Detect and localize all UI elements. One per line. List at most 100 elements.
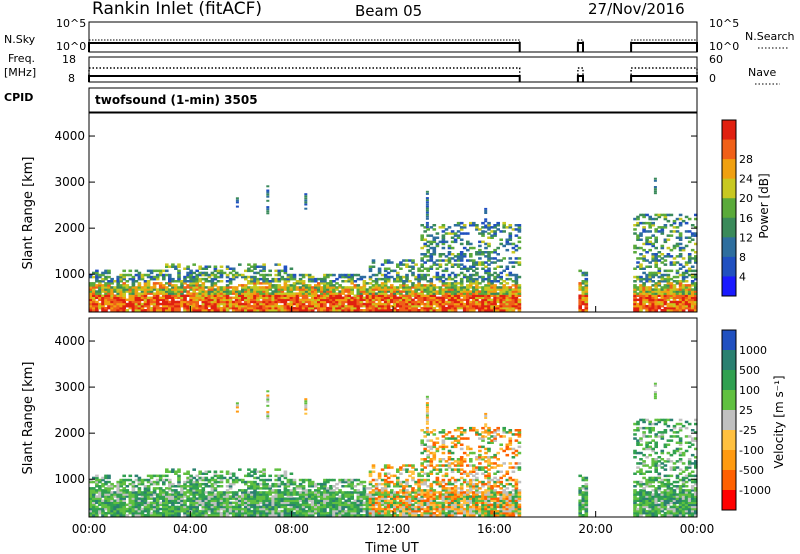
vel-cell xyxy=(152,480,157,484)
power-cell xyxy=(487,255,491,258)
power-cell xyxy=(104,296,108,300)
power-cell xyxy=(274,277,278,281)
vel-cell xyxy=(174,491,178,494)
power-cell xyxy=(113,306,117,310)
power-cell xyxy=(341,275,345,279)
power-cell xyxy=(183,306,187,310)
power-cell xyxy=(92,284,96,287)
vel-cell xyxy=(213,482,218,486)
power-cell xyxy=(95,300,99,304)
vel-cell xyxy=(338,495,342,498)
power-cell xyxy=(155,288,160,291)
vel-cell xyxy=(265,507,269,511)
vel-cell xyxy=(383,514,388,517)
power-cell xyxy=(119,306,123,310)
vel-cell xyxy=(110,485,114,488)
vel-cell xyxy=(329,505,333,509)
power-cell xyxy=(411,292,415,295)
power-cell xyxy=(462,273,467,277)
vel-cell xyxy=(301,478,306,482)
vel-cell xyxy=(189,511,193,515)
power-cell xyxy=(347,280,351,283)
noise-right-label: N.Search xyxy=(745,30,795,43)
vel-cell xyxy=(122,501,126,505)
vel-cell xyxy=(386,482,391,486)
power-cell xyxy=(225,294,230,297)
power-cell xyxy=(356,309,361,312)
power-cell xyxy=(158,288,163,291)
power-cell xyxy=(447,284,452,287)
power-cell xyxy=(684,269,689,273)
vel-cell xyxy=(95,478,99,482)
power-cell xyxy=(210,296,215,300)
station-title: Rankin Inlet (fitACF) xyxy=(92,0,262,19)
power-cell xyxy=(180,290,184,293)
power-cell xyxy=(101,290,105,293)
power-cell xyxy=(481,302,485,306)
power-cell xyxy=(581,282,586,285)
power-cell xyxy=(663,294,668,297)
vel-cell xyxy=(365,497,370,500)
power-cell xyxy=(402,288,406,291)
power-cell xyxy=(639,300,643,304)
vel-cell xyxy=(174,489,178,492)
power-cell xyxy=(216,280,221,283)
vel-cell xyxy=(174,470,178,473)
power-cell xyxy=(125,273,130,277)
power-cell xyxy=(122,306,126,310)
power-cell xyxy=(189,298,193,302)
power-cell xyxy=(502,286,506,289)
power-cell xyxy=(636,238,640,241)
vel-cell xyxy=(350,478,354,482)
power-cell xyxy=(435,300,440,304)
power-cell xyxy=(417,282,421,285)
power-cell xyxy=(143,309,148,312)
vel-cell xyxy=(283,482,288,486)
vel-cell xyxy=(125,493,130,496)
power-cell xyxy=(429,265,434,268)
power-cell xyxy=(687,292,692,295)
vel-cell xyxy=(177,468,181,471)
vel-cell xyxy=(314,501,318,505)
power-cell xyxy=(435,259,440,262)
power-cell xyxy=(678,290,683,293)
vel-cell xyxy=(204,507,209,511)
power-cell xyxy=(380,282,385,285)
power-cell xyxy=(487,309,491,312)
power-cell xyxy=(125,286,130,289)
power-cell xyxy=(639,290,643,293)
power-cell xyxy=(508,294,513,297)
vel-cell xyxy=(420,505,424,509)
vel-cell xyxy=(295,503,300,507)
power-cell xyxy=(684,244,689,248)
power-cell xyxy=(377,306,382,310)
power-cell xyxy=(222,306,227,310)
power-cell xyxy=(201,288,206,291)
vel-cell xyxy=(371,507,376,511)
power-cell xyxy=(332,290,336,293)
power-cell xyxy=(171,263,175,266)
power-cell xyxy=(411,302,415,306)
power-cell xyxy=(636,304,640,308)
power-cell xyxy=(353,286,358,289)
power-cell xyxy=(633,294,637,297)
power-cell xyxy=(256,286,260,289)
power-cell xyxy=(104,286,108,289)
vel-cell xyxy=(189,474,193,478)
power-cell xyxy=(231,309,236,312)
vel-cell xyxy=(101,503,105,507)
power-cell xyxy=(186,306,190,310)
power-cell xyxy=(131,300,136,304)
power-cell xyxy=(478,282,482,285)
vel-cell xyxy=(374,499,379,502)
vel-cell xyxy=(335,499,339,502)
vel-cell xyxy=(250,514,254,517)
power-cell xyxy=(365,296,370,300)
power-cell xyxy=(266,208,270,211)
vel-cell xyxy=(234,509,239,513)
power-cell xyxy=(213,269,218,273)
power-cell xyxy=(672,284,677,287)
power-cell xyxy=(441,238,446,241)
power-cell xyxy=(508,277,513,281)
vel-cell xyxy=(241,491,245,494)
